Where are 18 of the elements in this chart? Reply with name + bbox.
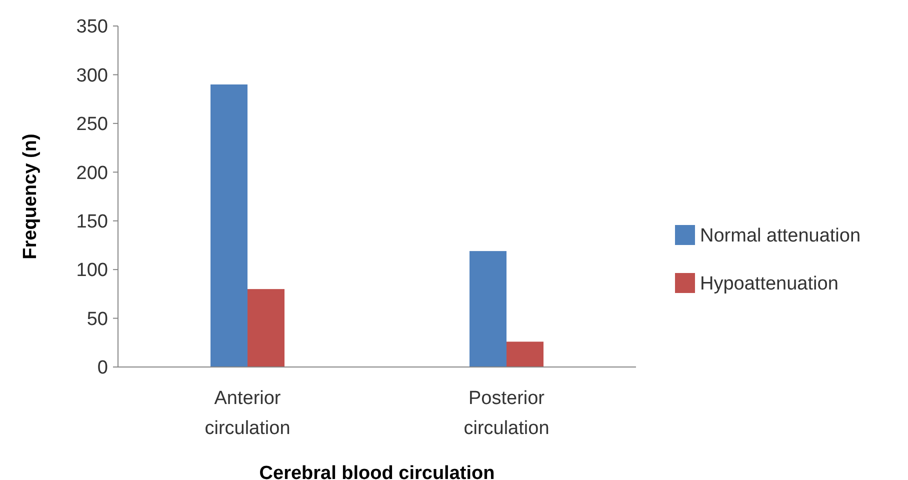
y-tick-label: 350 — [76, 16, 108, 38]
y-tick-label: 100 — [76, 260, 108, 282]
y-tick-label: 300 — [76, 65, 108, 86]
y-tick-label: 50 — [86, 308, 108, 330]
y-tick-label: 150 — [76, 212, 108, 233]
y-axis-title: Frequency (n) — [20, 134, 41, 260]
y-tick-label: 250 — [76, 114, 108, 136]
bar — [470, 251, 506, 367]
legend-label: Hypoattenuation — [700, 274, 838, 295]
y-tick-label: 200 — [76, 162, 108, 184]
bar — [210, 84, 248, 367]
x-tick-label: Anterior circulation — [204, 388, 290, 439]
x-axis-title: Cerebral blood circulation — [259, 463, 495, 480]
bar — [248, 289, 284, 367]
y-tick-label: 0 — [97, 358, 108, 379]
legend-label: Normal attenuation — [700, 226, 861, 247]
x-tick-label: Posterior circulation — [464, 388, 550, 439]
bar — [506, 342, 544, 367]
